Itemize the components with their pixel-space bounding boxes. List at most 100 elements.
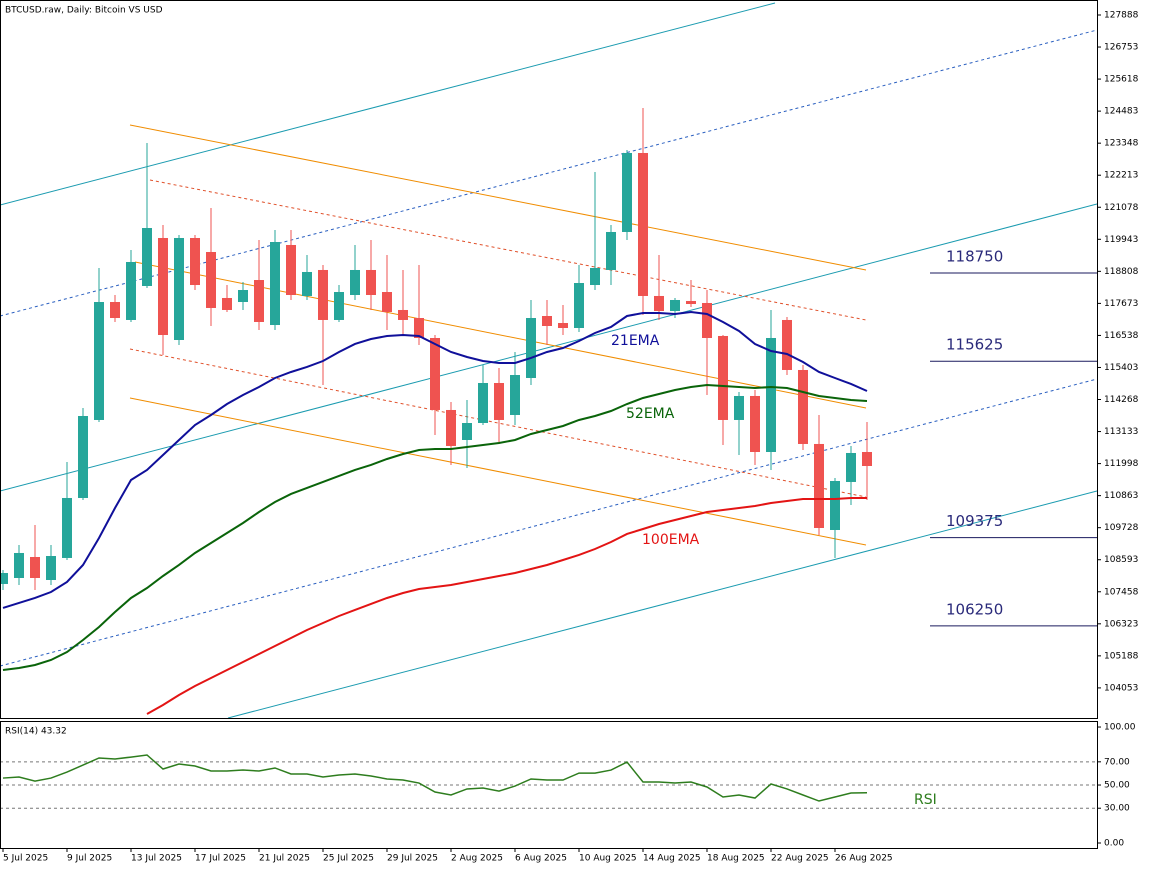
- level-label: 118750: [946, 247, 1003, 265]
- line-series: [2, 754, 868, 802]
- x-tick-label: 26 Aug 2025: [835, 854, 893, 864]
- x-tick-label: 9 Jul 2025: [67, 854, 112, 864]
- candle-body: [734, 395, 744, 420]
- candle-body: [526, 318, 536, 379]
- channel-line: [129, 397, 867, 546]
- candle-body: [750, 395, 760, 452]
- channel-midline: [129, 348, 867, 498]
- candle-body: [574, 282, 584, 329]
- candle-body: [414, 318, 424, 338]
- y-tick-label: 116538: [1104, 331, 1139, 341]
- trend-lines: [0, 2, 1097, 718]
- x-tick-label: 13 Jul 2025: [131, 854, 182, 864]
- y-tick-label: 0.00: [1104, 839, 1124, 849]
- y-tick-label: 122213: [1104, 171, 1138, 181]
- candle-body: [30, 556, 40, 578]
- y-tick-label: 121078: [1104, 203, 1139, 213]
- y-tick-label: 106323: [1104, 619, 1138, 629]
- x-tick-label: 29 Jul 2025: [387, 854, 438, 864]
- candle-body: [686, 300, 696, 305]
- candle-body: [478, 382, 488, 424]
- candle-body: [270, 242, 280, 326]
- y-tick-label: 124483: [1104, 107, 1138, 117]
- x-tick-label: 18 Aug 2025: [707, 854, 765, 864]
- candle-body: [846, 452, 856, 482]
- channel-line: [227, 490, 1097, 718]
- candle-body: [542, 316, 552, 326]
- y-tick-label: 125618: [1104, 75, 1139, 85]
- line-series: [2, 383, 868, 671]
- x-tick-label: 2 Aug 2025: [451, 854, 503, 864]
- series-label: 52EMA: [626, 406, 675, 422]
- price-frame: [0, 0, 1098, 719]
- chart-title: BTCUSD.raw, Daily: Bitcoin VS USD: [5, 6, 163, 16]
- candle-body: [494, 382, 504, 420]
- candle-body: [286, 244, 296, 295]
- x-tick-label: 22 Aug 2025: [771, 854, 829, 864]
- y-tick-label: 113133: [1104, 427, 1138, 437]
- y-tick-label: 104053: [1104, 683, 1138, 693]
- y-tick-label: 108593: [1104, 555, 1138, 565]
- y-tick-label: 119943: [1104, 235, 1138, 245]
- y-tick-label: 100.00: [1104, 723, 1136, 733]
- line-series: [2, 310, 868, 609]
- price-pane: [0, 107, 872, 715]
- candle-body: [814, 443, 824, 528]
- candle-body: [862, 451, 872, 466]
- y-tick-label: 70.00: [1104, 757, 1130, 767]
- candle-body: [430, 337, 440, 410]
- y-tick-label: 126753: [1104, 43, 1138, 53]
- channel-midline: [0, 378, 1097, 667]
- series-label: RSI: [914, 792, 937, 808]
- candle-body: [46, 556, 56, 581]
- candle-body: [590, 268, 600, 286]
- candle-body: [190, 237, 200, 286]
- axes: 127888 126753 125618 124483 123348 122213 1210…: [0, 10, 1139, 864]
- candle-body: [654, 295, 664, 312]
- candle-body: [238, 290, 248, 302]
- channel-line: [129, 124, 867, 271]
- x-tick-label: 6 Aug 2025: [515, 854, 567, 864]
- candle-body: [78, 416, 88, 498]
- candle-body: [94, 301, 104, 420]
- candle-body: [142, 228, 152, 286]
- candle-body: [622, 152, 632, 232]
- y-tick-label: 115403: [1104, 363, 1138, 373]
- series-label: 100EMA: [642, 532, 700, 548]
- channel-midline: [149, 179, 867, 321]
- candle-body: [126, 261, 136, 320]
- candle-body: [670, 299, 680, 312]
- level-label: 115625: [946, 336, 1003, 354]
- candle-body: [318, 269, 328, 320]
- y-tick-label: 114268: [1104, 395, 1139, 405]
- candle-body: [830, 480, 840, 531]
- candle-body: [398, 309, 408, 320]
- candle-body: [718, 335, 728, 420]
- x-tick-label: 17 Jul 2025: [195, 854, 246, 864]
- y-tick-label: 110863: [1104, 491, 1138, 501]
- y-tick-label: 30.00: [1104, 804, 1130, 814]
- rsi-frame: [0, 721, 1098, 849]
- x-tick-label: 14 Aug 2025: [643, 854, 701, 864]
- level-label: 109375: [946, 512, 1003, 530]
- y-tick-label: 105188: [1104, 651, 1139, 661]
- candle-body: [702, 302, 712, 338]
- candle-body: [510, 375, 520, 415]
- y-tick-label: 123348: [1104, 139, 1139, 149]
- candle-body: [302, 271, 312, 296]
- candle-body: [206, 252, 216, 308]
- candle-body: [638, 152, 648, 296]
- candle-body: [366, 269, 376, 295]
- x-tick-label: 21 Jul 2025: [259, 854, 310, 864]
- candle-body: [798, 369, 808, 444]
- candle-body: [446, 409, 456, 446]
- x-tick-label: 5 Jul 2025: [3, 854, 48, 864]
- level-label: 106250: [946, 600, 1003, 618]
- candle-body: [782, 319, 792, 370]
- x-tick-label: 25 Jul 2025: [323, 854, 374, 864]
- y-tick-label: 117673: [1104, 299, 1138, 309]
- rsi-title: RSI(14) 43.32: [5, 727, 67, 737]
- candle-body: [158, 237, 168, 336]
- candle-body: [558, 323, 568, 329]
